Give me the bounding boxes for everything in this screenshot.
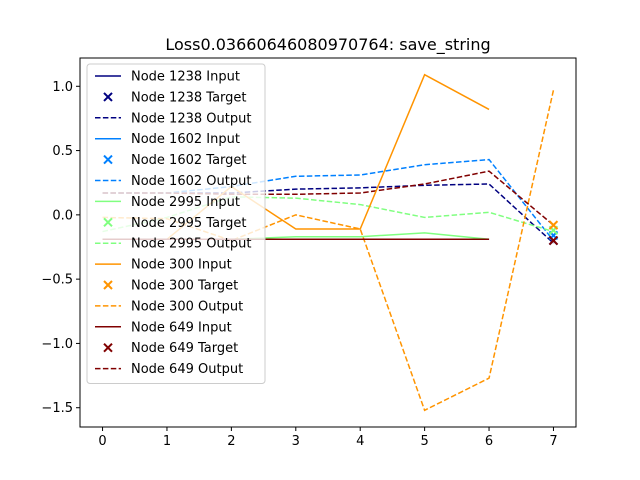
y-tick-label: −1.5: [41, 401, 73, 416]
legend-label: Node 1238 Output: [131, 111, 251, 126]
x-tick-label: 2: [227, 434, 235, 449]
legend-label: Node 649 Output: [131, 362, 243, 377]
legend-box: [86, 63, 266, 384]
x-tick-label: 4: [356, 434, 364, 449]
legend-handle-target: [103, 342, 113, 353]
legend-handle-target: [103, 217, 113, 228]
legend-label: Node 300 Target: [131, 279, 238, 294]
legend-label: Node 300 Output: [131, 299, 243, 314]
legend-label: Node 1602 Input: [131, 132, 240, 147]
axis-layer: 0 1 2 3 4 5 6 7 −1.5 −1.0 −0.5 0.0 0.5 1.0: [41, 57, 577, 449]
x-tick-label: 5: [420, 434, 428, 449]
legend-handle-target: [103, 92, 113, 102]
x-tick-label: 3: [292, 434, 300, 449]
y-tick-label: 1.0: [52, 80, 73, 95]
y-tick-label: −0.5: [41, 273, 73, 288]
legend-label: Node 1602 Target: [131, 153, 247, 168]
legend-handle-target: [103, 280, 113, 290]
axes-frame: [79, 57, 577, 428]
legend-label: Node 2995 Output: [131, 237, 251, 252]
legend: Node 1238 Input Node 1238 Target Node 1238…: [86, 63, 266, 384]
legend-label: Node 2995 Target: [131, 216, 247, 231]
series-target-marker: [548, 235, 559, 246]
y-tick-label: 0.0: [52, 208, 73, 223]
series-target-marker: [548, 220, 559, 230]
legend-label: Node 649 Target: [131, 341, 238, 356]
y-tick-label: −1.0: [41, 337, 73, 352]
legend-label: Node 1238 Input: [131, 70, 240, 85]
y-tick-label: 0.5: [52, 144, 73, 159]
chart-title: Loss0.03660646080970764: save_string: [165, 35, 490, 55]
legend-label: Node 1602 Output: [131, 174, 251, 189]
x-tick-label: 6: [485, 434, 493, 449]
legend-label: Node 1238 Target: [131, 90, 247, 105]
x-tick-label: 7: [549, 434, 557, 449]
x-tick-label: 1: [163, 434, 171, 449]
legend-label: Node 2995 Input: [131, 195, 240, 210]
x-tick-label: 0: [98, 434, 106, 449]
legend-label: Node 649 Input: [131, 320, 232, 335]
series-output-line: [102, 196, 554, 233]
legend-handle-target: [103, 154, 113, 165]
legend-label: Node 300 Input: [131, 258, 232, 273]
